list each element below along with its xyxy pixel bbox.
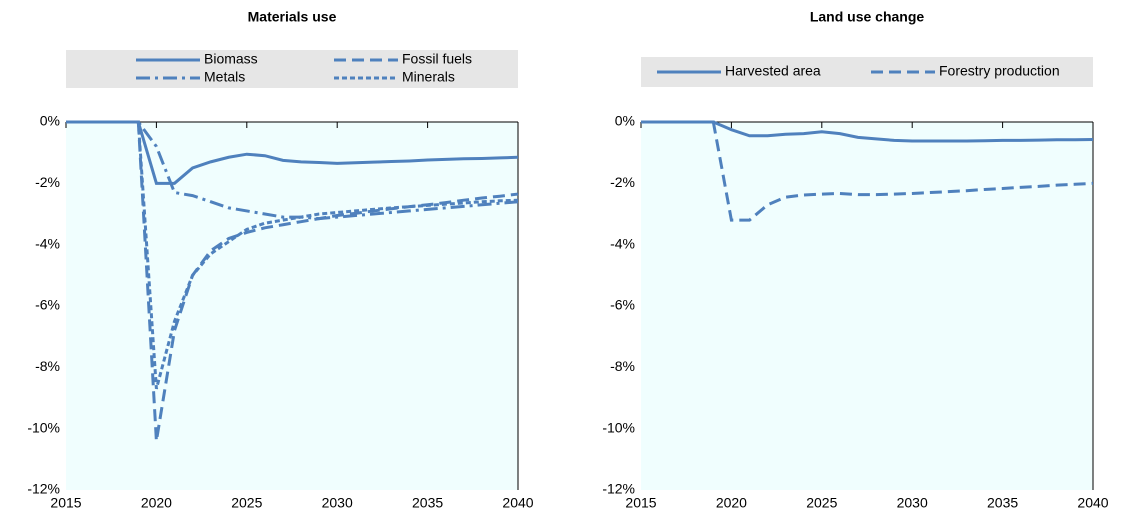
x-tick-label: 2030 — [897, 495, 928, 511]
y-tick-label: -2% — [610, 174, 635, 190]
y-tick-label: -2% — [35, 174, 60, 190]
x-tick-label: 2025 — [806, 495, 837, 511]
x-tick-label: 2035 — [987, 495, 1018, 511]
y-tick-label: 0% — [615, 113, 635, 129]
legend-label: Metals — [204, 69, 245, 85]
series-line — [641, 120, 1094, 143]
series-line — [66, 120, 519, 221]
y-tick-label: -10% — [27, 419, 60, 435]
series-line — [66, 120, 519, 390]
series-line — [641, 120, 1094, 222]
legend-label: Minerals — [402, 69, 455, 85]
x-tick-label: 2030 — [322, 495, 353, 511]
y-tick-label: -12% — [602, 481, 635, 497]
legend-box — [66, 50, 518, 88]
x-tick-label: 2020 — [141, 495, 172, 511]
x-tick-label: 2040 — [1077, 495, 1108, 511]
legend-label: Forestry production — [939, 63, 1060, 79]
plot-area — [641, 122, 1093, 490]
x-tick-label: 2040 — [502, 495, 533, 511]
legend-label: Biomass — [204, 51, 258, 67]
legend-label: Fossil fuels — [402, 51, 472, 67]
y-tick-label: -4% — [35, 235, 60, 251]
series-line — [66, 120, 519, 185]
x-tick-label: 2015 — [625, 495, 656, 511]
y-tick-label: -4% — [610, 235, 635, 251]
legend-label: Harvested area — [725, 63, 821, 79]
chart-title: Land use change — [810, 9, 925, 25]
plot-area — [66, 122, 518, 490]
y-tick-label: -10% — [602, 419, 635, 435]
y-tick-label: -6% — [610, 297, 635, 313]
x-tick-label: 2035 — [412, 495, 443, 511]
y-tick-label: -6% — [35, 297, 60, 313]
x-tick-label: 2015 — [50, 495, 81, 511]
y-tick-label: -8% — [35, 358, 60, 374]
y-tick-label: 0% — [40, 113, 60, 129]
y-tick-label: -12% — [27, 481, 60, 497]
chart-title: Materials use — [248, 9, 337, 25]
y-tick-label: -8% — [610, 358, 635, 374]
x-tick-label: 2020 — [716, 495, 747, 511]
x-tick-label: 2025 — [231, 495, 262, 511]
